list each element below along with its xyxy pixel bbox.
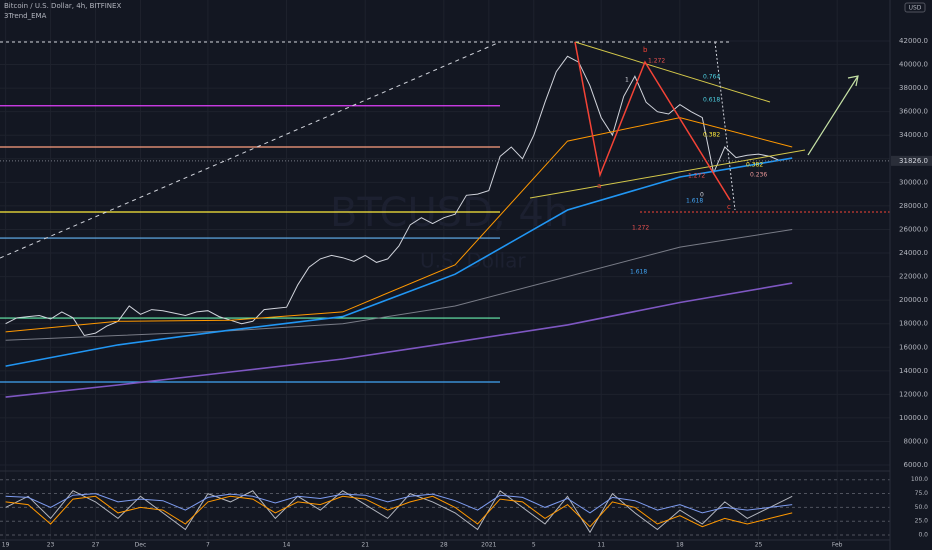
- y-tick-label: 12000.0: [899, 390, 928, 398]
- fib-label: 0.382: [703, 132, 720, 139]
- fib-label: 0: [700, 192, 704, 199]
- moving-average: [5, 229, 793, 341]
- fib-label: 0.236: [750, 172, 767, 179]
- y-tick-label: 28000.0: [899, 202, 928, 210]
- drawings: [0, 41, 890, 259]
- price-line: [5, 55, 782, 337]
- y-tick-label: 14000.0: [899, 367, 928, 375]
- wave-label: c: [727, 203, 731, 211]
- y-tick-label: 10000.0: [899, 414, 928, 422]
- y-tick-label: 26000.0: [899, 225, 928, 233]
- fib-label: 1.272: [688, 173, 705, 180]
- fib-label: 1.618: [630, 269, 647, 276]
- x-tick-label: 21: [361, 542, 369, 549]
- moving-average: [5, 117, 793, 333]
- y-tick-label: 6000.0: [904, 461, 929, 469]
- trend-line: [714, 41, 736, 211]
- wave: [574, 41, 731, 201]
- last-price-label: 31826.0: [899, 157, 928, 165]
- indicator-name: 3Trend_EMA: [4, 12, 47, 20]
- x-tick-label: 14: [283, 542, 291, 549]
- x-tick-label: 25: [755, 542, 763, 549]
- fib-label: 1.272: [632, 225, 649, 232]
- x-tick-label: Feb: [832, 542, 843, 549]
- x-tick-label: 28: [440, 542, 448, 549]
- y-tick-label: 24000.0: [899, 249, 928, 257]
- y-tick-label: 34000.0: [899, 131, 928, 139]
- arrow: [807, 75, 859, 156]
- x-tick-label: Dec: [135, 542, 147, 549]
- trend-line: [0, 41, 501, 259]
- currency-box[interactable]: [904, 2, 926, 13]
- trend-line: [574, 41, 771, 103]
- y-tick-label: 25.0: [915, 518, 929, 525]
- x-tick-label: 2021: [481, 542, 496, 549]
- annotations: a b c 1.618 1.272 1.618 1.272 0.382 0.61…: [597, 46, 767, 276]
- y-tick-label: 20000.0: [899, 296, 928, 304]
- y-tick-label: 30000.0: [899, 178, 928, 186]
- fib-label: 1.618: [686, 198, 703, 205]
- y-tick-label: 16000.0: [899, 343, 928, 351]
- x-tick-label: 23: [47, 542, 55, 549]
- arrow-head: [847, 75, 859, 87]
- axes: 6000.0 8000.0 10000.0 12000.0 14000.0 16000.0…: [2, 37, 932, 549]
- wave-label: a: [597, 182, 601, 190]
- moving-average: [5, 282, 793, 398]
- last-price-box: [891, 155, 932, 166]
- y-tick-label: 42000.0: [899, 37, 928, 45]
- wave-label: b: [643, 46, 648, 54]
- y-tick-label: 36000.0: [899, 108, 928, 116]
- y-tick-label: 22000.0: [899, 273, 928, 281]
- chart-title: Bitcoin / U.S. Dollar, 4h, BITFINEX: [4, 2, 121, 10]
- watermark: BTCUSD, 4h: [330, 190, 569, 236]
- oscillator-line: [5, 493, 793, 514]
- moving-average: [5, 157, 793, 367]
- levels: [0, 105, 500, 383]
- x-tick-label: 11: [597, 542, 605, 549]
- x-tick-label: 19: [2, 542, 10, 549]
- y-tick-label: 50.0: [915, 504, 929, 511]
- fib-label: 0.618: [703, 97, 720, 104]
- watermark: U.S. Dollar: [420, 249, 526, 273]
- fib-label: 1.272: [648, 58, 665, 65]
- x-tick-label: 5: [532, 542, 536, 549]
- y-tick-label: 8000.0: [904, 437, 929, 445]
- plot: [0, 55, 890, 534]
- x-tick-label: 18: [676, 542, 684, 549]
- y-tick-label: 38000.0: [899, 84, 928, 92]
- trend-line: [529, 149, 806, 199]
- oscillator-line: [5, 495, 793, 528]
- y-tick-label: 40000.0: [899, 61, 928, 69]
- x-tick-label: 27: [92, 542, 100, 549]
- y-tick-label: 18000.0: [899, 320, 928, 328]
- y-tick-label: 0.0: [918, 532, 928, 539]
- fib-label: 0.764: [703, 74, 720, 81]
- x-tick-label: 7: [206, 542, 210, 549]
- grid: [0, 0, 890, 540]
- y-tick-label: 75.0: [915, 490, 929, 497]
- fib-label: 0.382: [746, 162, 763, 169]
- y-tick-label: 100.0: [911, 476, 928, 483]
- fib-label: 1: [625, 77, 629, 84]
- currency[interactable]: USD: [909, 5, 922, 12]
